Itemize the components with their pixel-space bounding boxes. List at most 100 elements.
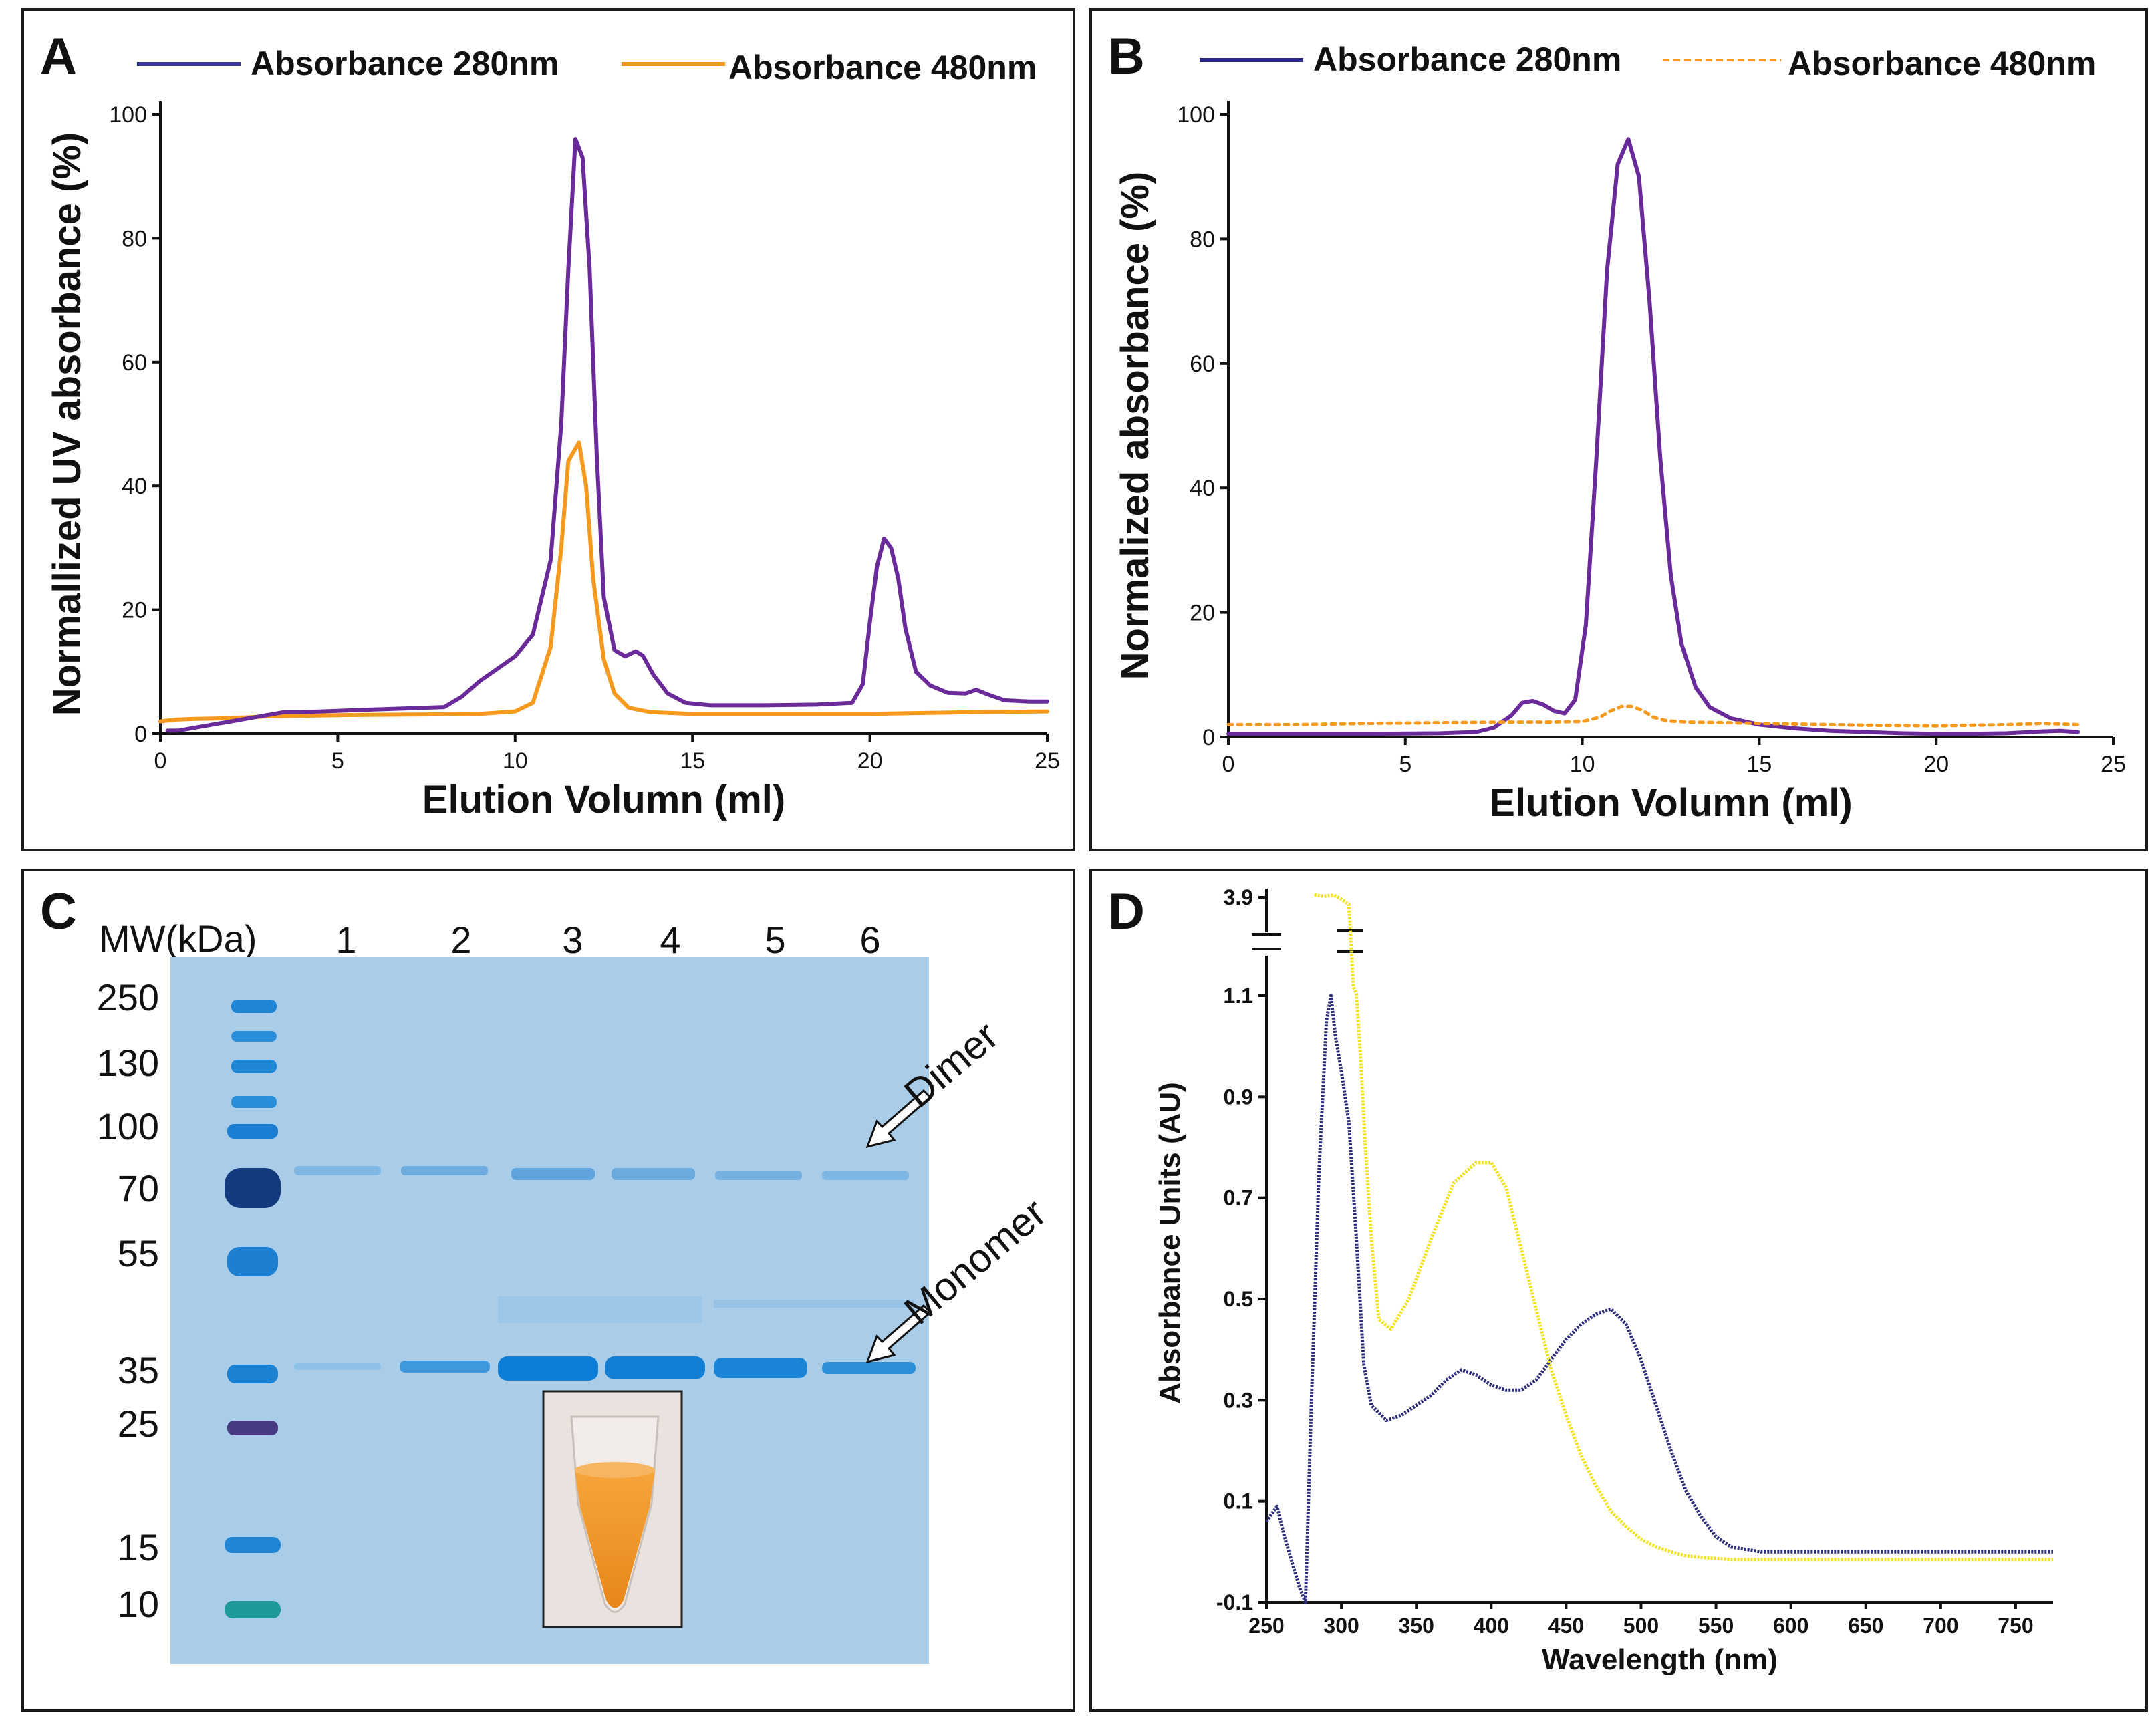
chart-a-series-280nm-line (165, 137, 1049, 733)
chart-b-y-tick-label: 80 (1190, 227, 1215, 252)
chart-d-x-tick-label: 700 (1923, 1614, 1958, 1638)
ladder-lane (225, 1000, 281, 1618)
chart-b-y-tick-label: 60 (1190, 351, 1215, 377)
monomer-smear (498, 1296, 702, 1323)
panel-c-letter: C (40, 883, 77, 940)
panel-c: C MW(kDa) 250 130 100 70 55 35 25 15 10 … (21, 869, 1075, 1712)
chart-d-x-tick-label: 750 (1998, 1614, 2033, 1638)
chart-b-y-tick-label: 0 (1202, 725, 1215, 750)
chart-d-y-tick-label: 0.7 (1224, 1186, 1253, 1210)
chart-b-x-tick-label: 0 (1222, 752, 1235, 777)
lane-label-4: 4 (660, 919, 680, 961)
chart-a-y-tick-label: 40 (122, 474, 147, 499)
chart-a-series-480nm-line (158, 440, 1049, 724)
chart-d-y-axis-title: Absorbance Units (AU) (1154, 1082, 1186, 1404)
chart-b-x-axis-title: Elution Volumn (ml) (1489, 781, 1852, 825)
chart-a-y-tick-label: 60 (122, 350, 147, 376)
mw-marker-15: 15 (118, 1526, 159, 1568)
chart-a-x-axis-title: Elution Volumn (ml) (422, 778, 785, 821)
chart-d-x-axis-title: Wavelength (nm) (1542, 1643, 1778, 1676)
legend-b-label-280: Absorbance 280nm (1313, 41, 1621, 78)
lane-label-1: 1 (335, 919, 356, 961)
monomer-band-lane-4 (605, 1356, 705, 1379)
chart-a-x-tick-label: 15 (680, 748, 705, 774)
chart-d-y-tick-label: 3.9 (1224, 885, 1253, 909)
chart-b-x-tick-label: 20 (1923, 752, 1949, 777)
mw-marker-130: 130 (97, 1042, 159, 1084)
dimer-band-lane-6 (822, 1171, 909, 1180)
panel-b: B Absorbance 280nm Absorbance 480nm 0 5 10… (1089, 8, 2148, 851)
mw-marker-25: 25 (118, 1403, 159, 1445)
mw-marker-250: 250 (97, 976, 159, 1018)
chart-a-y-axis-title: Normallized UV absorbance (%) (45, 132, 89, 716)
ladder-band-25 (227, 1421, 278, 1435)
chart-d-x-tick-label: 350 (1398, 1614, 1434, 1638)
chart-d-x-tick-label: 600 (1773, 1614, 1808, 1638)
chart-a-x-tick-label: 5 (331, 748, 344, 774)
chart-a-x-tick-label: 20 (857, 748, 883, 774)
faint-band-row (714, 1300, 914, 1308)
chart-d-series-navy-line (1264, 994, 2053, 1604)
ladder-band-250 (231, 1000, 277, 1013)
chart-a-x-tick-label: 10 (503, 748, 528, 774)
chart-d-x-tick-label: 550 (1698, 1614, 1734, 1638)
chart-b-x-tick-label: 10 (1570, 752, 1595, 777)
monomer-band-lane-6 (822, 1362, 916, 1374)
panel-a-frame (21, 8, 1075, 851)
chart-b-y-tick-label: 40 (1190, 476, 1215, 501)
chart-d-plot: 250 300 350 400 450 500 550 600 650 700 750 -0.1 0.1… (1154, 885, 2053, 1676)
ladder-band-15 (225, 1537, 281, 1553)
tube-liquid (575, 1470, 655, 1608)
legend-a-label-480: Absorbance 480nm (728, 49, 1037, 86)
chart-d-series-yellow-line (1314, 893, 2053, 1562)
chart-d-x-tick-label: 650 (1848, 1614, 1883, 1638)
chart-b-x-tick-label: 5 (1399, 752, 1411, 777)
lane-label-2: 2 (450, 919, 471, 961)
dimer-band-lane-2 (401, 1166, 488, 1175)
mw-marker-70: 70 (118, 1167, 159, 1209)
chart-d-x-tick-label: 400 (1474, 1614, 1509, 1638)
monomer-arrow-icon (865, 1304, 932, 1364)
tube-inset-photo (542, 1390, 683, 1628)
chart-a-y-tick-label: 80 (122, 226, 147, 251)
chart-d-x-tick-label: 300 (1323, 1614, 1359, 1638)
chart-b-series-280nm-line (1226, 137, 2080, 736)
panel-b-frame (1089, 8, 2148, 851)
mw-marker-100: 100 (97, 1105, 159, 1147)
chart-a-y-tick-label: 20 (122, 598, 147, 623)
mw-marker-35: 35 (118, 1349, 159, 1391)
ladder-band-extra-2 (231, 1096, 277, 1108)
panel-b-letter: B (1108, 28, 1145, 85)
chart-d-y-tick-label: 0.9 (1224, 1085, 1253, 1109)
dimer-band-lane-5 (715, 1171, 802, 1180)
monomer-bands (294, 1296, 916, 1381)
lane-label-6: 6 (859, 919, 880, 961)
chart-d-y-tick-label: 0.3 (1224, 1388, 1253, 1412)
ladder-band-10 (225, 1601, 281, 1618)
chart-d-y-tick-label: 1.1 (1224, 984, 1253, 1008)
dimer-band-lane-1 (294, 1166, 381, 1175)
monomer-band-lane-1 (294, 1363, 381, 1370)
chart-b-plot: 0 5 10 15 20 25 0 20 40 60 80 100 Elution Volumn (ml… (1113, 101, 2126, 825)
lane-label-3: 3 (562, 919, 583, 961)
monomer-band-lane-3 (498, 1356, 598, 1381)
chart-b-y-axis-title: Normalized absorbance (%) (1113, 172, 1157, 680)
dimer-band-lane-4 (612, 1168, 695, 1180)
dimer-arrow-icon (865, 1089, 932, 1149)
panel-d-letter: D (1108, 883, 1145, 940)
chart-a-x-tick-label: 25 (1035, 748, 1060, 774)
chart-d-x-tick-label: 500 (1623, 1614, 1659, 1638)
chart-d-x-tick-label: 450 (1548, 1614, 1584, 1638)
chart-b-y-tick-label: 100 (1177, 102, 1215, 128)
dimer-band-lane-3 (511, 1168, 595, 1180)
monomer-band-lane-2 (400, 1361, 490, 1373)
ladder-band-70 (225, 1168, 281, 1208)
tube-meniscus (575, 1462, 655, 1478)
ladder-band-35 (227, 1365, 278, 1383)
chart-a-plot: 0 5 10 15 20 25 0 20 40 60 80 100 Elution Volumn (ml… (45, 101, 1060, 821)
chart-d-y-tick-label: 0.5 (1224, 1287, 1253, 1311)
chart-a-y-tick-label: 0 (134, 722, 147, 747)
chart-b-x-tick-label: 25 (2101, 752, 2126, 777)
ladder-band-55 (227, 1247, 278, 1276)
monomer-band-lane-5 (714, 1358, 807, 1378)
